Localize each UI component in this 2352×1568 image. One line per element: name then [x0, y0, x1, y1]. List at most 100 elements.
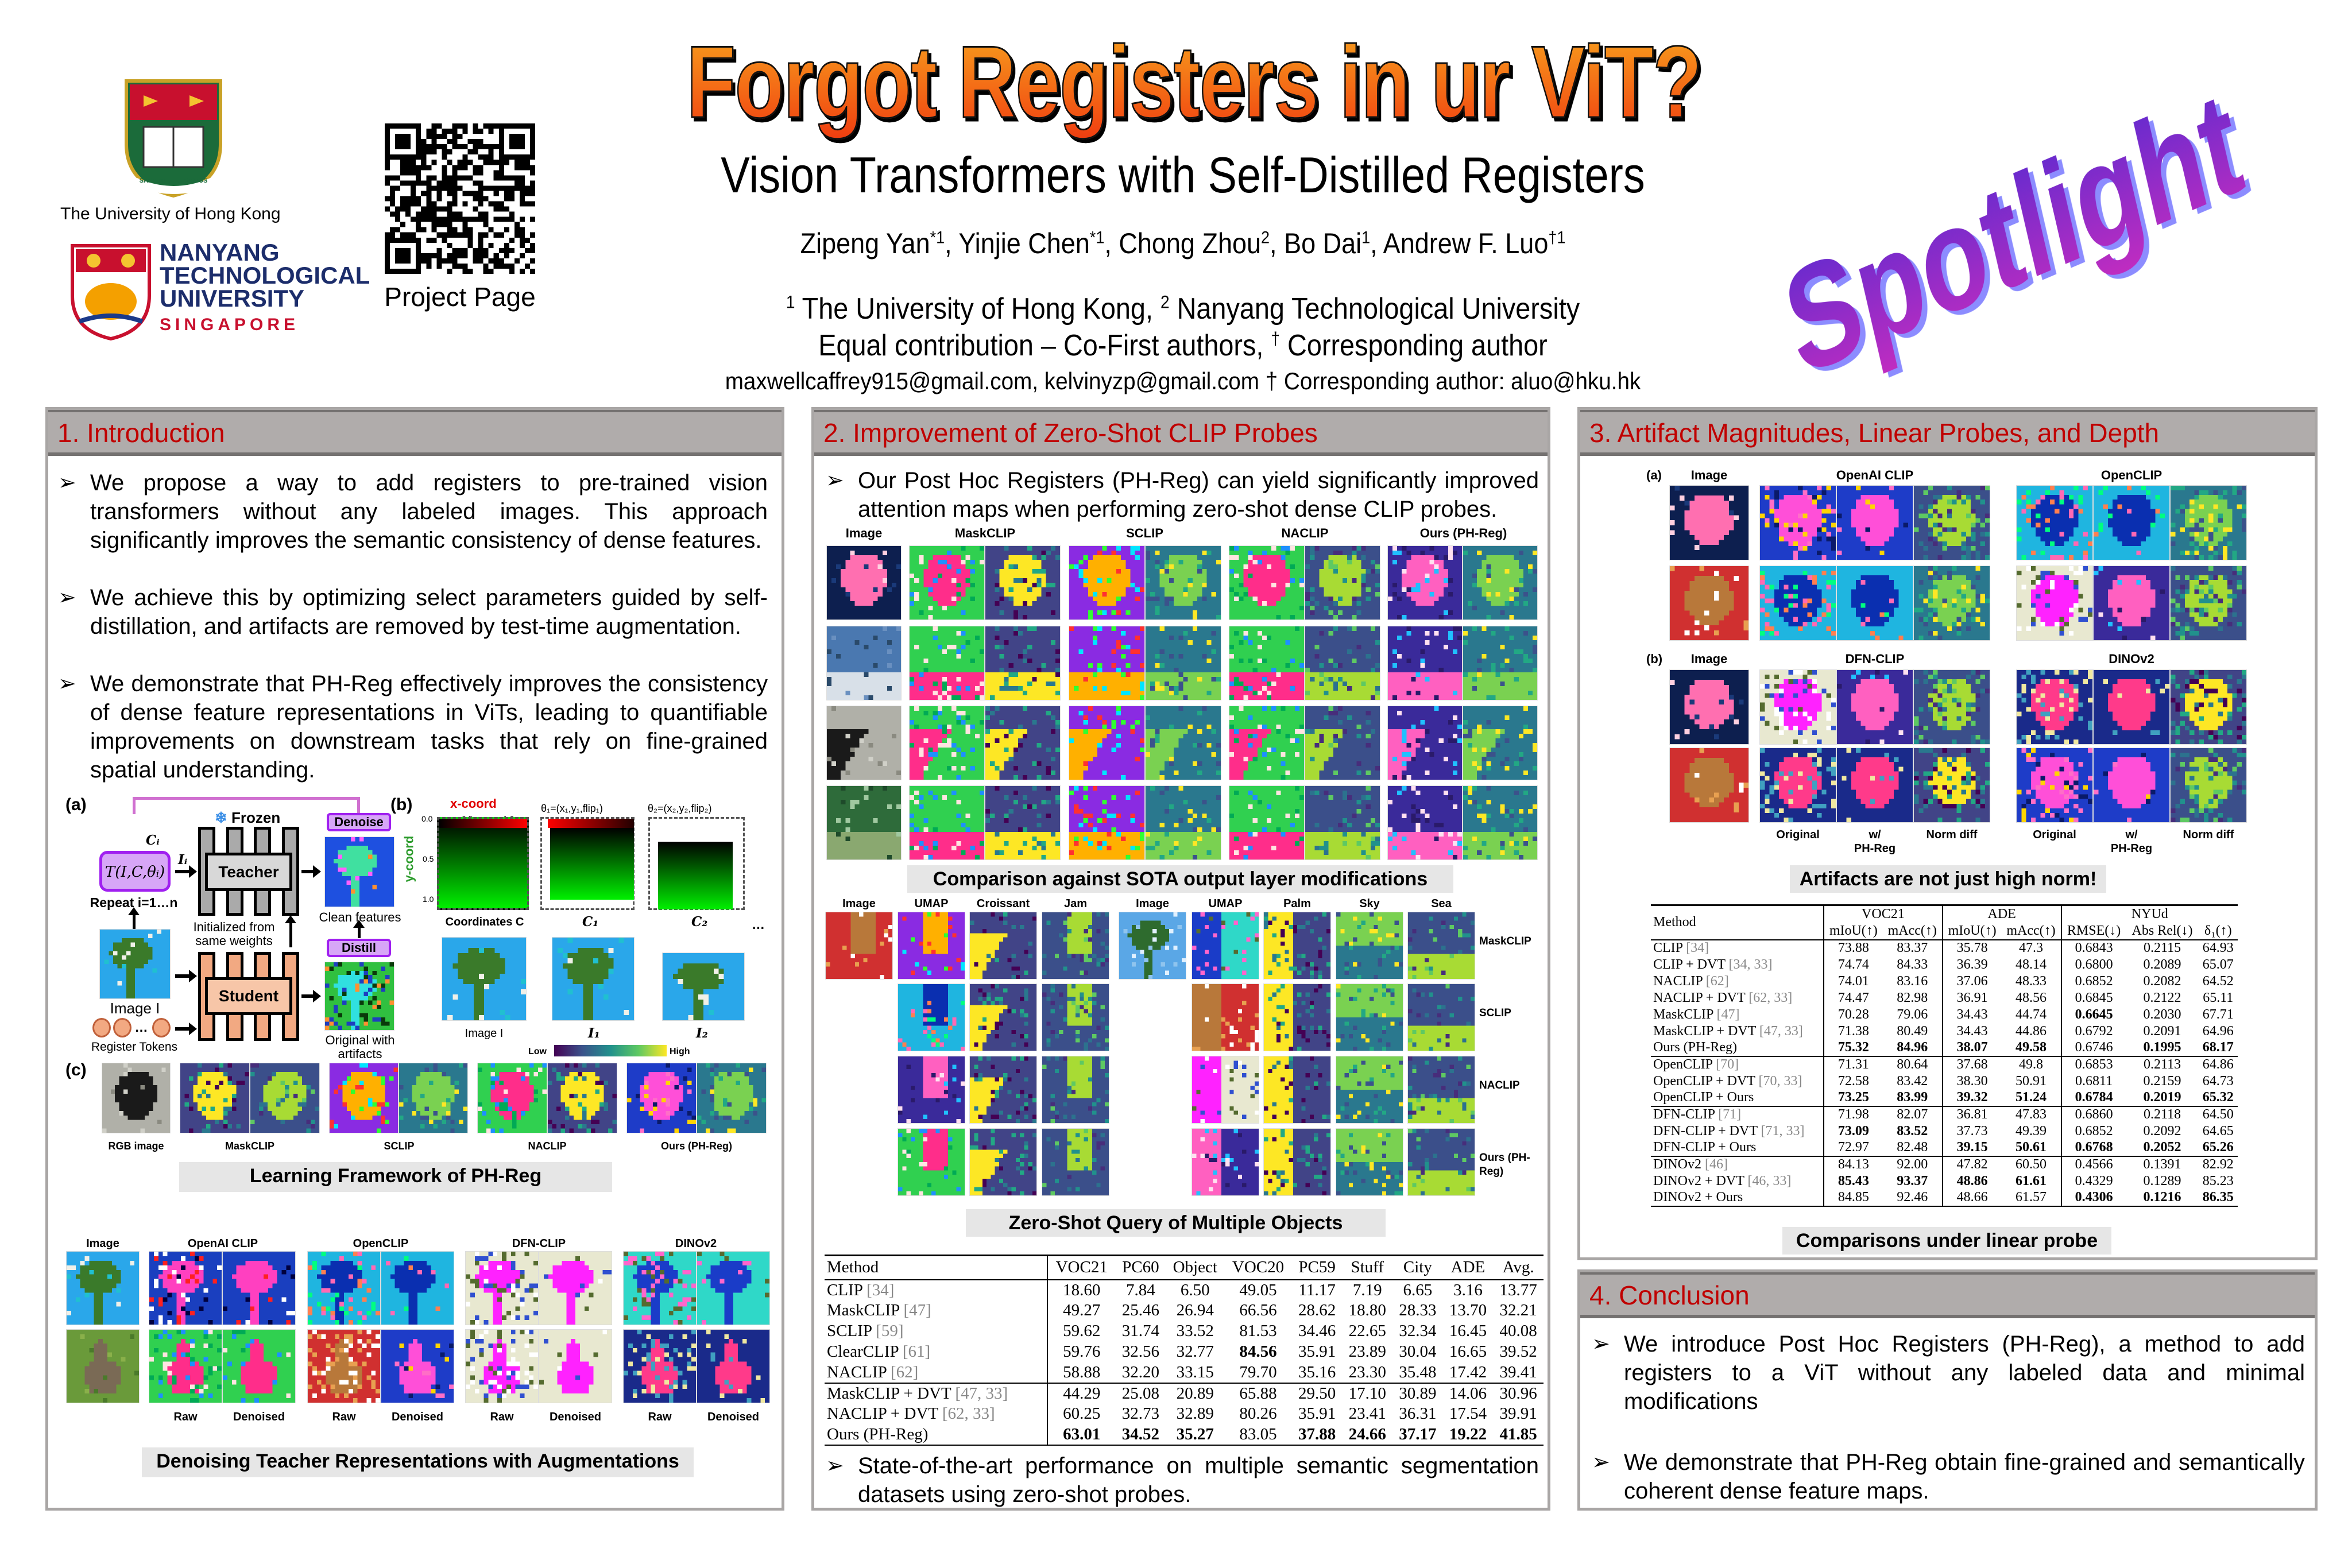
colorbar-low-label: Low: [528, 1047, 547, 1056]
hku-logo: SAPIENTIA ET VIRTUS: [121, 75, 226, 199]
value-cell: 36.31: [1399, 1404, 1437, 1423]
project-page-label[interactable]: Project Page: [384, 282, 536, 312]
raw-feature-map: [149, 1251, 222, 1325]
feature-map-canvas: [1837, 566, 1913, 640]
citation-ref: [46, 33]: [1747, 1173, 1792, 1188]
fig-c-col-label: NACLIP: [528, 1140, 567, 1152]
method-name: OpenCLIP + Ours: [1653, 1090, 1754, 1105]
value-cell: 35.48: [1399, 1362, 1437, 1381]
value-cell: 0.2030: [2143, 1006, 2181, 1022]
value-cell: 37.06: [1956, 973, 1988, 989]
citation-ref: [62, 33]: [1748, 990, 1793, 1005]
value-cell: 0.2122: [2143, 990, 2181, 1005]
value-cell: 79.70: [1239, 1362, 1277, 1381]
feature-map-canvas: [1069, 786, 1144, 860]
value-cell: 85.23: [2202, 1173, 2234, 1188]
denoised-label: Denoised: [391, 1411, 444, 1423]
bottom-label: Norm diff: [1926, 828, 1978, 841]
arrow: [175, 1023, 197, 1035]
value-cell: 68.17: [2202, 1040, 2234, 1055]
value-cell: 64.96: [2202, 1023, 2234, 1039]
method-cell: DINOv2 + DVT [46, 33]: [1651, 1172, 1824, 1190]
feature-map-image: [1229, 626, 1305, 700]
feature-map-canvas: [970, 1129, 1036, 1195]
value-cell: 84.33: [1882, 956, 1943, 973]
author-separator: ,: [1104, 227, 1119, 260]
feature-map-image: [329, 1063, 399, 1133]
citation-ref: [34]: [866, 1280, 895, 1299]
value-cell: 16.65: [1449, 1342, 1487, 1361]
value-cell: 0.6853: [2075, 1057, 2113, 1072]
value-cell: 79.06: [1882, 1006, 1943, 1023]
feature-map-canvas: [910, 706, 984, 780]
ntu-country: SINGAPORE: [160, 315, 300, 334]
bottom-label: Original: [1776, 828, 1820, 841]
method-cell: DINOv2 + Ours: [1651, 1189, 1824, 1206]
bullet-arrow-icon: ➢: [826, 469, 844, 493]
rgb-bird-image: [102, 1063, 171, 1133]
denoised-feature-map: [381, 1251, 454, 1325]
method-cell: MaskCLIP [47]: [1651, 1006, 1824, 1023]
value-cell: 6.50: [1180, 1280, 1210, 1299]
bottom-label: Norm diff: [2183, 828, 2234, 841]
denoised-feature-map: [539, 1251, 612, 1325]
value-cell: 83.37: [1882, 939, 1943, 957]
umap-map: [1192, 1056, 1259, 1124]
value-cell: 83.99: [1882, 1089, 1943, 1106]
jam-map: [1042, 984, 1109, 1051]
citation-ref: [70, 33]: [1758, 1073, 1802, 1089]
feature-map-canvas: [1914, 566, 1990, 640]
figure-caption: Denoising Teacher Representations with A…: [142, 1447, 694, 1477]
beach-image: [99, 929, 171, 999]
project-page-qr-code[interactable]: [385, 123, 535, 274]
feature-map-image: [250, 1063, 320, 1133]
arrow: [175, 970, 197, 982]
norm-diff-map: [2170, 485, 2247, 560]
raw-feature-map: [623, 1251, 697, 1325]
ph-reg-feature-map: [2093, 566, 2170, 641]
feature-map-canvas: [910, 626, 984, 700]
ellipsis: …: [134, 1020, 148, 1035]
ntu-lion-crest-icon: [71, 244, 151, 341]
feature-map-canvas: [1760, 670, 1836, 744]
feature-map-canvas: [1146, 546, 1221, 620]
feature-map-canvas: [539, 1330, 612, 1403]
row-label: MaskCLIP: [1479, 935, 1531, 947]
value-cell: 41.85: [1499, 1424, 1537, 1443]
raw-feature-map: [307, 1251, 381, 1325]
y-tick: 0.5: [423, 854, 434, 864]
method-cell: OpenCLIP + Ours: [1651, 1089, 1824, 1106]
column-header: Object: [1173, 1258, 1217, 1277]
feature-map-canvas: [539, 1252, 612, 1325]
metric-header: mIoU(↑): [1948, 923, 1997, 938]
method-name: MaskCLIP + DVT: [827, 1384, 956, 1403]
value-cell: 39.91: [1499, 1404, 1537, 1423]
value-cell: 17.10: [1348, 1384, 1386, 1403]
feature-map-canvas: [381, 1252, 454, 1325]
value-cell: 34.46: [1298, 1322, 1336, 1340]
value-cell: 93.37: [1882, 1172, 1943, 1190]
feature-map-image: [1069, 785, 1145, 860]
method-cell: NACLIP + DVT [62, 33]: [825, 1403, 1048, 1424]
feature-map-image: [1387, 545, 1463, 620]
author-name: Yinjie Chen: [958, 227, 1090, 260]
value-cell: 0.2052: [2143, 1140, 2181, 1155]
column-header: Sky: [1359, 897, 1380, 910]
original-feature-map: [2016, 485, 2093, 560]
contact-emails[interactable]: maxwellcaffrey915@gmail.com, kelvinyzp@g…: [725, 367, 1641, 394]
value-cell: 35.91: [1298, 1342, 1336, 1361]
denoised-feature-map: [222, 1251, 296, 1325]
ph-reg-feature-map: [2093, 748, 2170, 823]
poster-subtitle: Vision Transformers with Self-Distilled …: [721, 146, 1645, 203]
column-header: Jam: [1063, 897, 1088, 910]
bullet-text: We achieve this by optimizing select par…: [90, 585, 768, 639]
metric-header: mAcc(↑): [1882, 922, 1943, 940]
value-cell: 0.4566: [2075, 1157, 2113, 1172]
value-cell: 84.56: [1239, 1342, 1277, 1361]
feature-map-canvas: [1837, 486, 1913, 560]
feature-map-canvas: [1463, 626, 1537, 700]
teacher-layers: [198, 827, 299, 916]
feature-map-canvas: [1388, 626, 1462, 700]
sky-map: [1336, 1056, 1403, 1124]
table-row: MaskCLIP + DVT [47, 33] 44.29 25.08 20.89 65…: [825, 1383, 1544, 1404]
